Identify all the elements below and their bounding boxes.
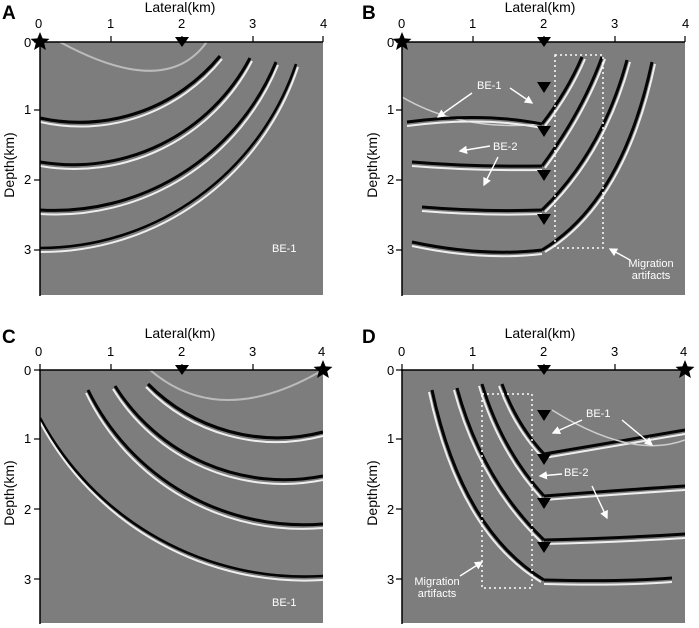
x-tick-4: 4 bbox=[318, 344, 326, 359]
y-tick-0: 0 bbox=[24, 363, 32, 378]
panel-label: D bbox=[362, 327, 376, 348]
x-axis-title: Lateral(km) bbox=[144, 0, 216, 15]
y-tick-2: 2 bbox=[387, 172, 395, 187]
annotation-be1: BE-1 bbox=[272, 243, 297, 255]
y-tick-3: 3 bbox=[24, 572, 32, 587]
x-tick-0: 0 bbox=[35, 344, 43, 359]
y-axis-title: Depth(km) bbox=[364, 460, 380, 526]
annotation-migration-artifacts: Migration artifacts bbox=[628, 258, 674, 282]
seismic-image bbox=[40, 370, 323, 623]
annotation-be2: BE-2 bbox=[493, 141, 518, 153]
x-axis-title: Lateral(km) bbox=[504, 325, 576, 341]
y-tick-2: 2 bbox=[24, 502, 32, 517]
y-tick-3: 3 bbox=[387, 572, 395, 587]
x-tick-2: 2 bbox=[178, 344, 186, 359]
x-tick-3: 3 bbox=[249, 16, 257, 31]
y-tick-0: 0 bbox=[24, 35, 32, 50]
x-tick-1: 1 bbox=[469, 16, 477, 31]
y-tick-0: 0 bbox=[387, 35, 395, 50]
y-tick-2: 2 bbox=[387, 502, 395, 517]
annotation-migration-artifacts: Migration artifacts bbox=[414, 576, 460, 600]
panel-label: A bbox=[2, 3, 16, 24]
seismic-image bbox=[40, 42, 323, 295]
y-tick-1: 1 bbox=[387, 431, 395, 446]
x-tick-3: 3 bbox=[611, 344, 619, 359]
x-tick-1: 1 bbox=[107, 16, 115, 31]
panel-label: B bbox=[362, 3, 376, 24]
y-axis-title: Depth(km) bbox=[1, 460, 17, 526]
x-tick-0: 0 bbox=[35, 16, 43, 31]
x-tick-1: 1 bbox=[107, 344, 115, 359]
x-tick-2: 2 bbox=[540, 344, 548, 359]
panel-a: A Lateral(km) 0 1 2 3 4 Depth(km) 0 1 2 … bbox=[0, 0, 349, 314]
annotation-be2: BE-2 bbox=[564, 467, 589, 479]
x-tick-0: 0 bbox=[398, 344, 406, 359]
x-tick-1: 1 bbox=[469, 344, 477, 359]
annotation-be1: BE-1 bbox=[586, 408, 611, 420]
y-tick-3: 3 bbox=[387, 242, 395, 257]
seismic-image bbox=[402, 42, 685, 295]
x-tick-3: 3 bbox=[249, 344, 257, 359]
annotation-be1: BE-1 bbox=[477, 80, 502, 92]
reflector-arcs bbox=[402, 54, 656, 258]
y-tick-1: 1 bbox=[24, 102, 32, 117]
y-tick-1: 1 bbox=[387, 102, 395, 117]
x-tick-4: 4 bbox=[320, 16, 328, 31]
y-tick-2: 2 bbox=[24, 172, 32, 187]
panel-c: C Lateral(km) 0 1 2 3 4 Depth(km) 0 1 2 … bbox=[0, 314, 349, 628]
y-tick-1: 1 bbox=[24, 431, 32, 446]
reflector-arcs bbox=[428, 383, 685, 589]
y-tick-3: 3 bbox=[24, 242, 32, 257]
y-axis-title: Depth(km) bbox=[1, 132, 17, 198]
y-axis-title: Depth(km) bbox=[364, 132, 380, 198]
annotation-be1: BE-1 bbox=[272, 597, 297, 609]
panel-label: C bbox=[2, 327, 16, 348]
panel-b: B Lateral(km) 0 1 2 3 4 Depth(km) 0 1 2 … bbox=[360, 0, 699, 314]
reflector-arcs bbox=[40, 42, 299, 254]
reflector-arcs bbox=[40, 370, 323, 582]
x-tick-2: 2 bbox=[178, 16, 186, 31]
x-tick-4: 4 bbox=[680, 344, 688, 359]
x-tick-3: 3 bbox=[611, 16, 619, 31]
x-axis-title: Lateral(km) bbox=[144, 325, 216, 341]
x-tick-0: 0 bbox=[398, 16, 406, 31]
x-tick-4: 4 bbox=[682, 16, 690, 31]
y-tick-0: 0 bbox=[387, 363, 395, 378]
x-tick-2: 2 bbox=[540, 16, 548, 31]
panel-d: D Lateral(km) 0 1 2 3 4 Depth(km) 0 1 2 … bbox=[360, 314, 699, 628]
x-axis-title: Lateral(km) bbox=[504, 0, 576, 15]
